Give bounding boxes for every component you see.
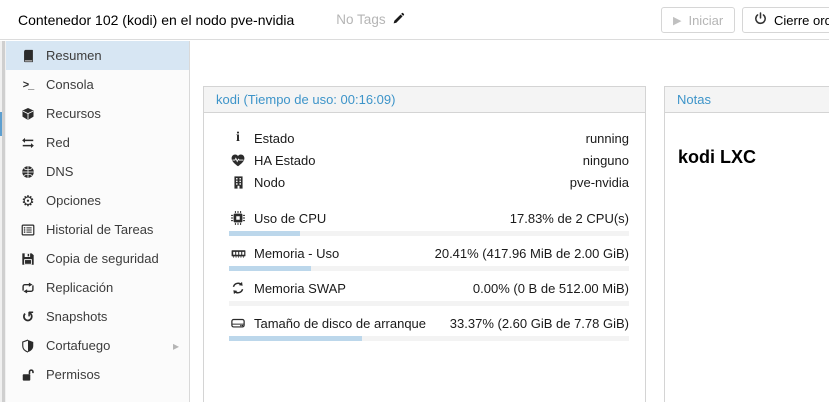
sidebar-item-label: Cortafuego: [46, 338, 111, 353]
sidebar-item-label: Historial de Tareas: [46, 222, 154, 237]
memory-progress-bar: [229, 266, 629, 271]
sidebar-item-resumen[interactable]: Resumen: [6, 41, 189, 70]
sidebar-item-cortafuego[interactable]: Cortafuego ▸: [6, 331, 189, 360]
sidebar-item-label: Recursos: [46, 106, 101, 121]
status-row-nodo: Nodo pve-nvidia: [229, 171, 629, 193]
pencil-icon: [386, 12, 405, 28]
hdd-icon: [229, 316, 247, 330]
gauge-value: 20.41% (417.96 MiB de 2.00 GiB): [434, 245, 629, 261]
sidebar-item-label: Replicación: [46, 280, 114, 295]
sidebar-item-label: Copia de seguridad: [46, 251, 159, 266]
status-row-ha-estado: HA Estado ninguno: [229, 149, 629, 171]
sidebar-item-label: Red: [46, 135, 70, 150]
tags-label: No Tags: [336, 12, 386, 27]
shutdown-button-label: Cierre ordenado: [774, 12, 829, 28]
chevron-right-icon: ▸: [172, 338, 179, 353]
tree-selection-highlight: [0, 112, 2, 136]
list-icon: [19, 223, 37, 237]
sidebar-menu: Resumen >_ Consola Recursos Red DNS ⚙: [6, 41, 190, 402]
page-title: Contenedor 102 (kodi) en el nodo pve-nvi…: [18, 11, 295, 28]
shutdown-button[interactable]: Cierre ordenado: [742, 7, 829, 33]
gauge-value: 33.37% (2.60 GiB de 7.78 GiB): [449, 315, 629, 331]
start-button-label: Iniciar: [688, 12, 724, 28]
status-value: pve-nvidia: [569, 174, 629, 190]
status-label: Nodo: [254, 174, 286, 190]
sidebar-item-permisos[interactable]: Permisos: [6, 360, 189, 389]
swap-refresh-icon: [229, 281, 247, 295]
cpu-progress-bar: [229, 231, 629, 236]
globe-icon: [19, 165, 37, 179]
tree-scrollbar[interactable]: [2, 41, 5, 402]
gauge-cpu: Uso de CPU 17.83% de 2 CPU(s): [229, 207, 629, 236]
gear-icon: ⚙: [21, 191, 35, 210]
sidebar-item-recursos[interactable]: Recursos: [6, 99, 189, 128]
tags-editor[interactable]: No Tags: [336, 12, 404, 28]
sidebar-item-label: Snapshots: [46, 309, 108, 324]
history-icon: ↺: [21, 307, 35, 326]
status-value: running: [585, 130, 629, 146]
sidebar-item-label: Opciones: [46, 193, 101, 208]
gauge-label: Memoria SWAP: [254, 280, 346, 296]
status-row-estado: i Estado running: [229, 127, 629, 149]
shield-icon: [19, 339, 37, 353]
cube-icon: [19, 107, 37, 121]
play-icon: ▶: [673, 13, 682, 27]
sidebar-item-consola[interactable]: >_ Consola: [6, 70, 189, 99]
notes-content: kodi LXC: [678, 147, 757, 167]
book-icon: [19, 49, 37, 63]
status-value: ninguno: [582, 152, 629, 168]
resource-tree-edge: [0, 41, 6, 402]
gauge-value: 0.00% (0 B de 512.00 MiB): [472, 280, 629, 296]
start-button[interactable]: ▶ Iniciar: [661, 7, 736, 33]
swap-progress-bar: [229, 301, 629, 306]
gauge-swap: Memoria SWAP 0.00% (0 B de 512.00 MiB): [229, 277, 629, 306]
top-header-bar: Contenedor 102 (kodi) en el nodo pve-nvi…: [0, 0, 829, 40]
gauge-label: Tamaño de disco de arranque: [254, 315, 427, 331]
memory-icon: [229, 247, 247, 260]
power-icon: [754, 12, 767, 28]
gauge-value: 17.83% de 2 CPU(s): [509, 210, 629, 226]
sidebar-item-snapshots[interactable]: ↺ Snapshots: [6, 302, 189, 331]
sidebar-item-replicacion[interactable]: Replicación: [6, 273, 189, 302]
status-label: HA Estado: [254, 152, 316, 168]
status-panel: kodi (Tiempo de uso: 00:16:09) i Estado …: [203, 86, 646, 402]
gauge-bootdisk: Tamaño de disco de arranque 33.37% (2.60…: [229, 312, 629, 341]
sidebar-item-label: Resumen: [46, 48, 102, 63]
sidebar-item-copia-de-seguridad[interactable]: Copia de seguridad: [6, 244, 189, 273]
building-icon: [229, 175, 247, 189]
info-icon: i: [236, 130, 240, 145]
bootdisk-progress-bar: [229, 336, 629, 341]
sidebar-item-opciones[interactable]: ⚙ Opciones: [6, 186, 189, 215]
status-label: Estado: [254, 130, 295, 146]
sidebar-item-label: Consola: [46, 77, 94, 92]
repeat-icon: [19, 281, 37, 295]
heartbeat-icon: [229, 154, 247, 167]
unlock-icon: [19, 368, 37, 382]
notes-panel[interactable]: Notas kodi LXC: [664, 86, 829, 402]
gauge-label: Uso de CPU: [254, 210, 327, 226]
gauge-label: Memoria - Uso: [254, 245, 340, 261]
sidebar-item-dns[interactable]: DNS: [6, 157, 189, 186]
terminal-icon: >_: [22, 78, 35, 91]
floppy-icon: [19, 252, 37, 266]
exchange-icon: [19, 136, 37, 150]
status-panel-title: kodi (Tiempo de uso: 00:16:09): [204, 87, 645, 113]
sidebar-item-label: DNS: [46, 164, 74, 179]
gauge-memory: Memoria - Uso 20.41% (417.96 MiB de 2.00…: [229, 242, 629, 271]
notes-panel-title: Notas: [665, 87, 829, 113]
sidebar-item-label: Permisos: [46, 367, 101, 382]
cpu-icon: [229, 211, 247, 225]
sidebar-item-historial-de-tareas[interactable]: Historial de Tareas: [6, 215, 189, 244]
sidebar-item-red[interactable]: Red: [6, 128, 189, 157]
